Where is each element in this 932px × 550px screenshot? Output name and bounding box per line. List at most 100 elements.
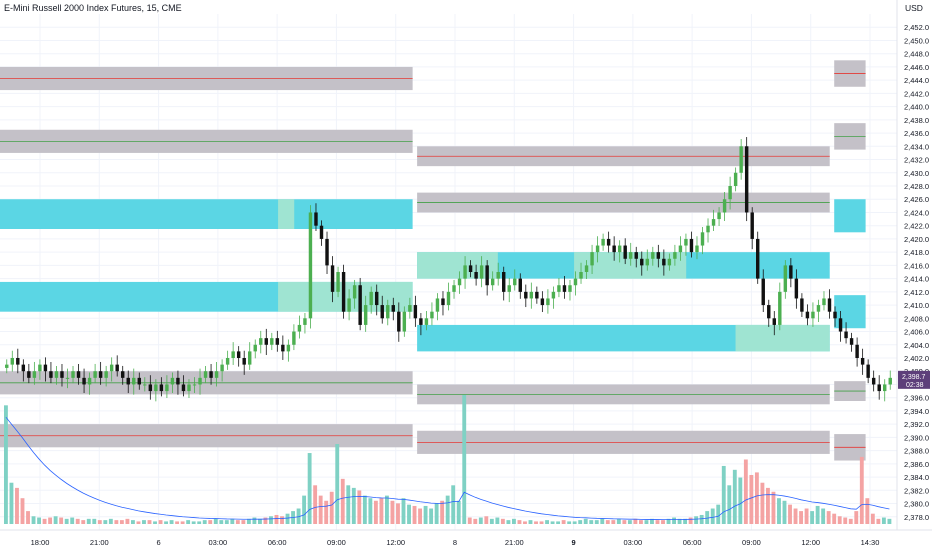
last-price-value: 2,398.7 [902,374,925,381]
candle-body [695,245,699,253]
candle-body [154,384,158,392]
volume-bar [616,518,621,524]
candle-body [816,305,821,312]
candle-body [259,338,263,345]
candle-body [800,298,804,312]
candle-body [557,285,561,292]
candle-body [281,344,285,352]
candle-body [463,265,467,279]
volume-bar [578,520,583,524]
volume-bar [611,520,616,524]
candle-body [270,338,274,345]
candle-body [203,371,208,378]
candle-body [524,291,528,299]
candle-body [176,377,180,385]
candle-body [452,285,456,292]
price-tick-label: 2,408.0 [904,314,929,323]
candle-body [27,371,31,378]
price-tick-label: 2,440.0 [904,103,929,112]
candle-body [457,278,462,286]
candle-body [248,351,252,365]
candle-body [93,371,97,378]
volume-bar [600,518,605,524]
candle-body [794,278,799,299]
volume-bar [644,520,649,524]
time-axis[interactable]: 18:00 21:00 6 03:00 06:00 09:00 12:00 8 21:00 9 03… [31,538,880,547]
candle-body [126,377,130,385]
volume-bar [561,520,566,524]
volume-bar [705,511,710,524]
candle-body [805,311,810,319]
volume-bar [716,504,721,524]
candle-body [728,186,732,200]
candle-body [827,298,832,312]
volume-bar [677,518,682,524]
volume-bar [103,520,108,524]
volume-bar [252,517,257,524]
volume-bar [180,521,185,524]
volume-bar [175,521,180,524]
candle-body [54,371,59,378]
price-tick-label: 2,402.0 [904,354,929,363]
volume-bar [639,520,643,524]
candle-body [579,272,583,279]
candle-body [391,305,395,312]
volume-bar [373,500,378,524]
volume-bar [285,513,290,524]
volume-bar [147,520,152,524]
volume-bar [407,504,411,524]
price-tick-label: 2,446.0 [904,63,929,72]
volume-bar [241,520,246,524]
candle-body [838,318,843,332]
volume-bar [832,513,837,524]
volume-bar [738,477,743,524]
candle-body [474,272,478,279]
time-tick-label: 6 [156,538,160,547]
zone-overlay [278,281,413,312]
candle-body [330,265,335,292]
candle-body [640,258,644,266]
candle-body [573,278,578,286]
candle-body [286,344,291,352]
candle-body [871,377,876,385]
candle-body [750,212,754,239]
candle-body [546,298,550,306]
volume-bar [119,520,124,524]
candle-body [402,311,407,332]
volume-bar [666,518,671,524]
last-price-countdown: 02:38 [906,382,924,389]
volume-bar [523,521,527,524]
candle-body [468,265,473,272]
volume-bar [191,521,196,524]
candle-body [662,258,666,266]
volume-bar [732,469,737,524]
candle-body [446,291,451,306]
volume-bar [230,518,235,524]
price-tick-label: 2,430.0 [904,169,929,178]
price-tick-label: 2,410.0 [904,301,929,310]
candle-body [535,291,539,299]
candle-body [811,311,815,319]
price-tick-label: 2,444.0 [904,76,929,85]
candle-body [673,252,677,259]
volume-bar [478,517,483,524]
volume-bar [401,498,406,524]
price-tick-label: 2,426.0 [904,195,929,204]
candle-body [601,238,605,246]
volume-bar [296,508,301,524]
candle-body [651,252,655,259]
candle-body [667,258,672,266]
volume-bar [859,456,864,524]
candle-body [568,285,572,292]
time-tick-label: 06:00 [683,538,702,547]
time-tick-label: 03:00 [208,538,227,547]
volume-bar [224,520,229,524]
volume-bar [37,517,41,524]
volume-bar [70,517,75,524]
volume-bar [81,520,86,524]
price-tick-label: 2,442.0 [904,89,929,98]
volume-bar [517,520,522,524]
price-tick-label: 2,452.0 [904,23,929,32]
volume-bar [539,521,544,524]
